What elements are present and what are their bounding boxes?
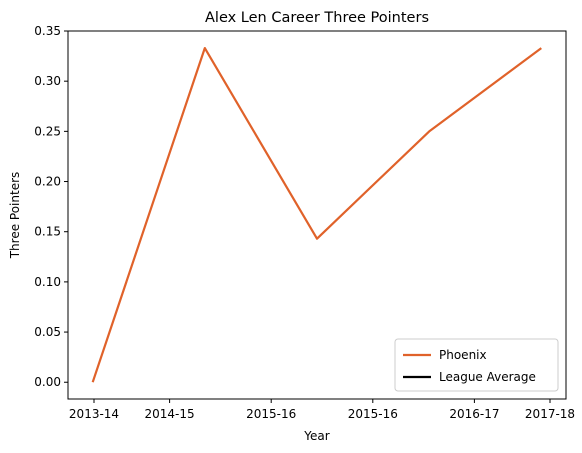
y-axis-label: Three Pointers — [8, 172, 22, 260]
y-tick-label: 0.35 — [34, 24, 61, 38]
legend: Phoenix League Average — [394, 338, 559, 392]
y-tick-label: 0.05 — [34, 325, 61, 339]
x-tick-label: 2017-18 — [525, 407, 575, 421]
y-tick-label: 0.15 — [34, 225, 61, 239]
x-tick-label: 2016-17 — [449, 407, 499, 421]
y-tick-label: 0.10 — [34, 275, 61, 289]
y-tick-label: 0.25 — [34, 124, 61, 138]
legend-label: League Average — [439, 370, 536, 384]
y-axis-ticks: 0.00 0.05 0.10 0.15 0.20 0.25 0.30 0.35 — [34, 24, 68, 389]
chart-title: Alex Len Career Three Pointers — [205, 10, 429, 26]
x-axis-label: Year — [303, 429, 329, 443]
series-layer — [91, 46, 542, 383]
x-axis-ticks: 2013-14 2014-15 2015-16 2015-16 2016-17 2017-… — [69, 399, 575, 421]
y-tick-label: 0.30 — [34, 74, 61, 88]
x-tick-label: 2014-15 — [145, 407, 195, 421]
x-tick-label: 2015-16 — [246, 407, 296, 421]
y-tick-label: 0.00 — [34, 375, 61, 389]
x-tick-label: 2013-14 — [69, 407, 119, 421]
x-tick-label: 2015-16 — [348, 407, 398, 421]
legend-label: Phoenix — [439, 348, 487, 362]
legend-frame — [394, 338, 559, 392]
y-tick-label: 0.20 — [34, 175, 61, 189]
series-line-0 — [91, 46, 542, 383]
